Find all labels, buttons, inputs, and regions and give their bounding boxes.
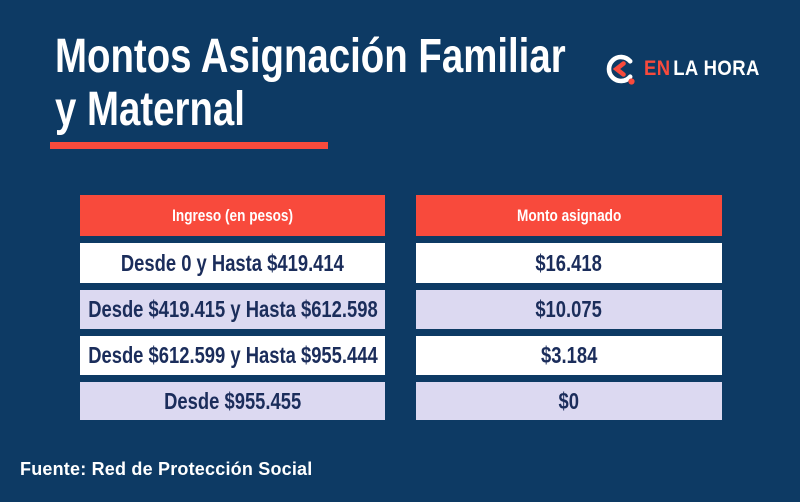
table-cell-monto-row-3: $3.184	[416, 336, 722, 375]
table-cell-monto-row-2: $10.075	[416, 290, 722, 329]
title-underline	[50, 142, 328, 149]
table-cell-ingreso-row-3: Desde $612.599 y Hasta $955.444	[80, 336, 385, 375]
title-line-1: Montos Asignación Familiar	[55, 30, 566, 83]
amounts-table: Ingreso (en pesos) Monto asignado Desde …	[80, 195, 722, 420]
column-header-monto: Monto asignado	[416, 195, 722, 236]
title-line-2: y Maternal	[55, 83, 245, 136]
source-note: Fuente: Red de Protección Social	[20, 459, 313, 479]
table-cell-monto-row-4: $0	[416, 382, 722, 420]
enlahora-logo-icon	[607, 54, 636, 85]
column-header-ingreso: Ingreso (en pesos)	[80, 195, 385, 236]
logo-text-lahora: LA HORA	[673, 57, 761, 80]
table-cell-monto-row-1: $16.418	[416, 243, 722, 283]
table-cell-ingreso-row-1: Desde 0 y Hasta $419.414	[80, 243, 385, 283]
page-title: Montos Asignación Familiar y Maternal	[55, 30, 693, 136]
table-cell-ingreso-row-4: Desde $955.455	[80, 382, 385, 420]
logo-text-en: EN	[644, 57, 671, 80]
enlahora-logo-text: EN LA HORA	[644, 57, 760, 81]
enlahora-logo: EN LA HORA	[605, 50, 776, 88]
table-cell-ingreso-row-2: Desde $419.415 y Hasta $612.598	[80, 290, 385, 329]
